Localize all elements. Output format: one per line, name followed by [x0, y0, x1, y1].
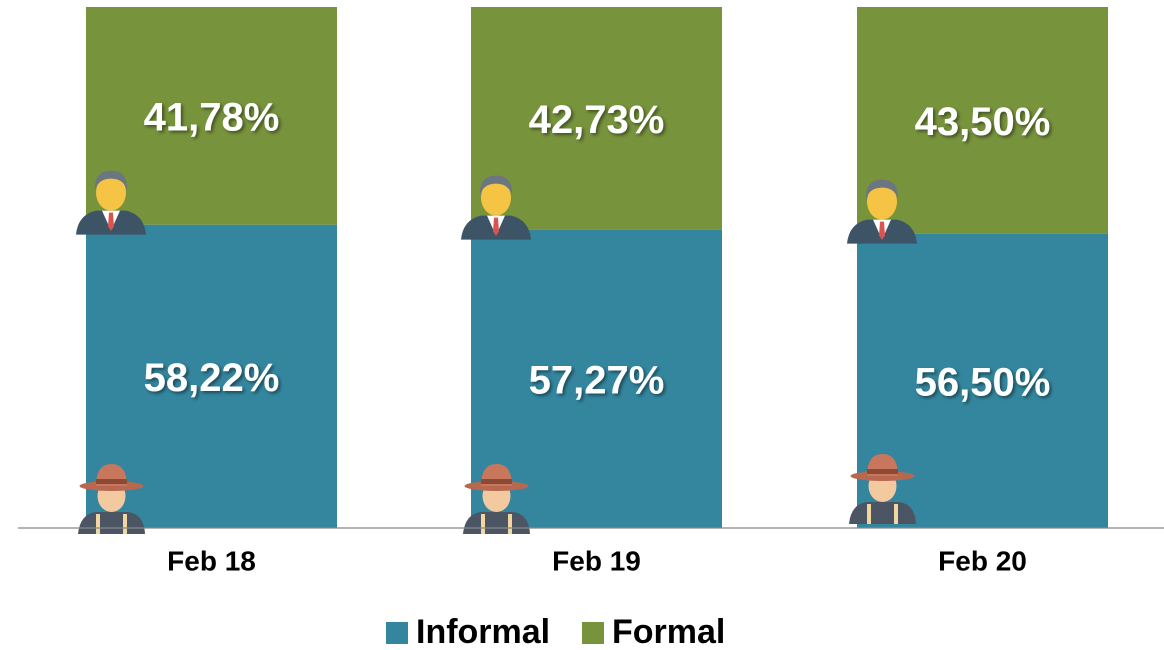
icon-strap [508, 514, 512, 534]
icon-strap [867, 504, 871, 524]
legend-label: Informal [416, 613, 550, 650]
x-tick-label: Feb 20 [938, 545, 1027, 576]
bar-segment [471, 229, 722, 529]
x-tick-label: Feb 18 [167, 545, 256, 576]
icon-strap [481, 514, 485, 534]
icon-tie [493, 217, 499, 236]
value-label: 43,50% [915, 100, 1051, 144]
icon-tie [108, 212, 114, 231]
bar-segment [86, 7, 337, 225]
value-label: 41,78% [144, 95, 280, 139]
x-tick-label: Feb 19 [552, 545, 641, 576]
legend-label: Formal [612, 613, 725, 650]
icon-hair [94, 170, 128, 191]
icon-body [78, 512, 145, 534]
icon-band [867, 469, 898, 474]
icon-strap [123, 514, 127, 534]
icon-body [463, 512, 530, 534]
icon-band [96, 479, 127, 484]
value-label: 58,22% [144, 356, 280, 400]
icon-hair [479, 175, 513, 196]
formal-icon [461, 175, 531, 240]
icon-hair [865, 179, 899, 200]
icon-strap [894, 504, 898, 524]
icon-band [481, 479, 512, 484]
icon-body [849, 502, 916, 524]
value-label: 57,27% [529, 358, 665, 402]
value-label: 56,50% [915, 360, 1051, 404]
bar-segment [86, 224, 337, 528]
legend-swatch [386, 622, 408, 644]
icon-strap [96, 514, 100, 534]
bar-segment [471, 7, 722, 230]
formal-icon [76, 170, 146, 235]
icon-face [96, 174, 126, 211]
legend-swatch [582, 622, 604, 644]
icon-tie [879, 221, 885, 240]
formal-icon [847, 179, 917, 244]
icon-face [481, 179, 511, 216]
value-label: 42,73% [529, 98, 665, 142]
bar-segment [857, 7, 1108, 234]
icon-face [867, 183, 897, 220]
informal-icon [849, 454, 916, 524]
